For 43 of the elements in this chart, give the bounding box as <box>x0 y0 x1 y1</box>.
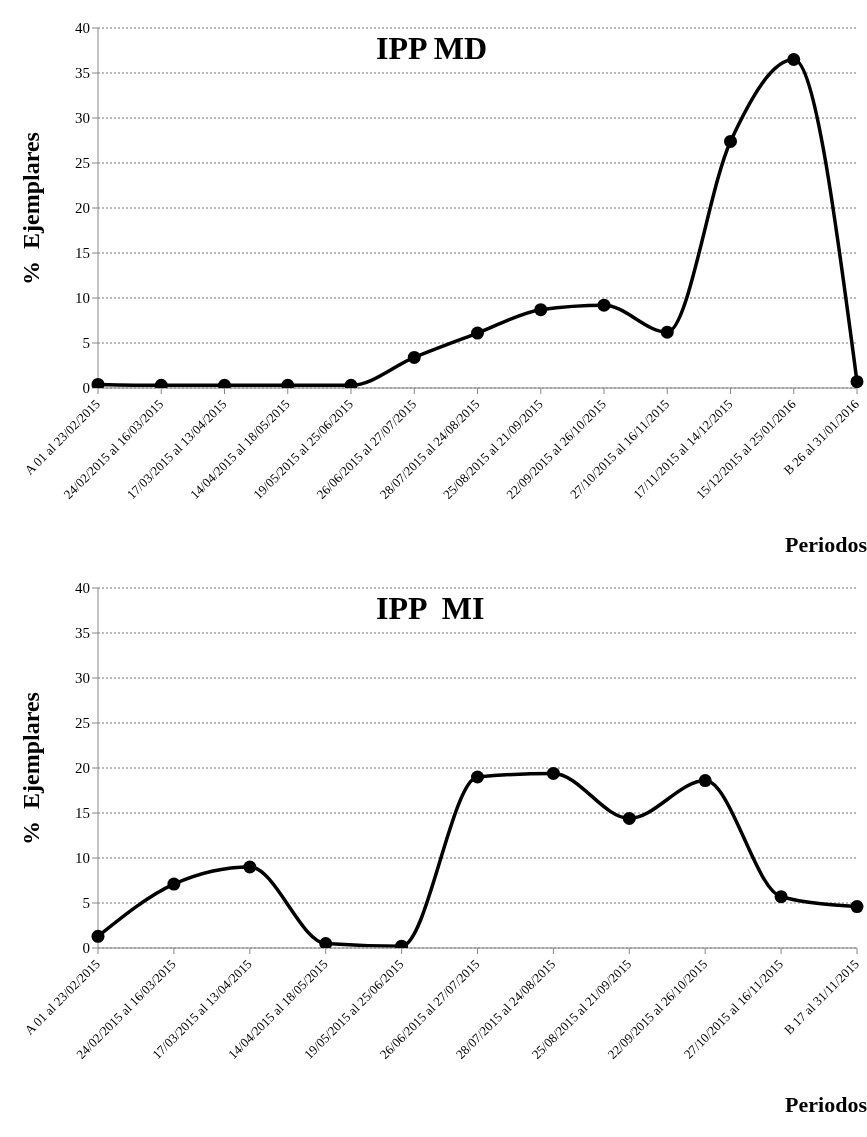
y-tick-label: 20 <box>75 200 90 217</box>
y-tick-label: 15 <box>75 805 90 822</box>
x-axis-title: Periodos <box>785 1092 867 1118</box>
y-tick-label: 30 <box>75 110 90 127</box>
y-tick-label: 35 <box>75 65 90 82</box>
y-tick-label: 10 <box>75 850 90 867</box>
point <box>243 860 257 874</box>
y-tick-label: 40 <box>75 580 90 597</box>
y-tick-label: 25 <box>75 155 90 172</box>
point <box>91 377 105 388</box>
chart-title: IPP MI <box>368 590 493 627</box>
y-tick-label: 0 <box>82 380 90 397</box>
y-tick-label: 35 <box>75 625 90 642</box>
point <box>597 298 611 312</box>
point <box>850 375 864 388</box>
point <box>167 877 181 891</box>
point <box>622 811 636 825</box>
y-tick-label: 30 <box>75 670 90 687</box>
y-axis-title: % Ejemplares <box>17 691 45 845</box>
y-tick-label: 0 <box>82 940 90 957</box>
point <box>787 53 801 66</box>
y-tick-label: 10 <box>75 290 90 307</box>
point <box>407 350 421 364</box>
y-tick-label: 25 <box>75 715 90 732</box>
y-tick-label: 15 <box>75 245 90 262</box>
x-axis-title: Periodos <box>785 532 867 558</box>
chart-title: IPP MD <box>368 30 496 67</box>
y-tick-label: 20 <box>75 760 90 777</box>
point <box>319 937 333 948</box>
point <box>774 890 788 904</box>
point <box>724 134 737 148</box>
point <box>534 303 548 317</box>
point <box>471 770 484 784</box>
point <box>91 929 105 943</box>
point <box>660 325 674 339</box>
y-tick-label: 40 <box>75 20 90 37</box>
point <box>698 774 712 788</box>
point <box>850 900 864 914</box>
y-tick-label: 5 <box>82 895 90 912</box>
y-axis-title: % Ejemplares <box>17 131 45 285</box>
point <box>546 766 560 780</box>
point <box>471 326 484 340</box>
y-tick-label: 5 <box>82 335 90 352</box>
